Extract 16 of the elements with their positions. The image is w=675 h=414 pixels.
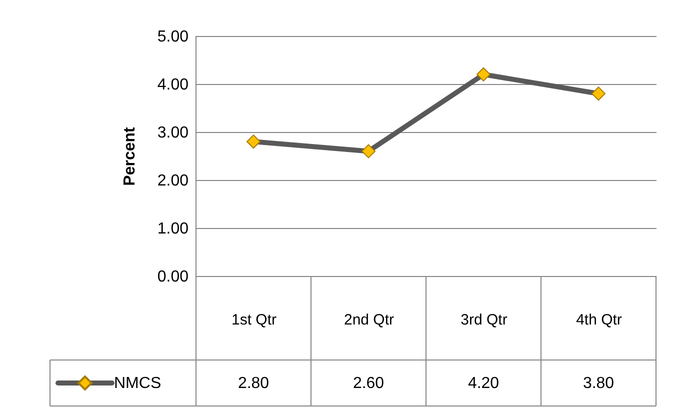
y-axis-title: Percent — [121, 126, 138, 186]
x-tick-label: 2nd Qtr — [344, 312, 394, 328]
x-tick-label: 1st Qtr — [231, 312, 277, 328]
data-label: 3.80 — [582, 375, 614, 392]
y-tick-label: 5.00 — [157, 28, 189, 46]
data-label: 4.20 — [468, 375, 500, 392]
y-tick-label: 3.00 — [157, 124, 189, 142]
y-tick-label: 4.00 — [157, 76, 189, 94]
x-tick-label: 3rd Qtr — [460, 312, 508, 328]
x-tick-label: 4th Qtr — [576, 312, 622, 328]
y-tick-label: 2.00 — [157, 172, 189, 190]
y-tick-label: 0.00 — [157, 268, 189, 286]
y-tick-label: 1.00 — [157, 220, 189, 238]
data-label: 2.80 — [238, 375, 270, 392]
data-label: 2.60 — [352, 375, 384, 392]
legend-label: NMCS — [114, 375, 162, 392]
